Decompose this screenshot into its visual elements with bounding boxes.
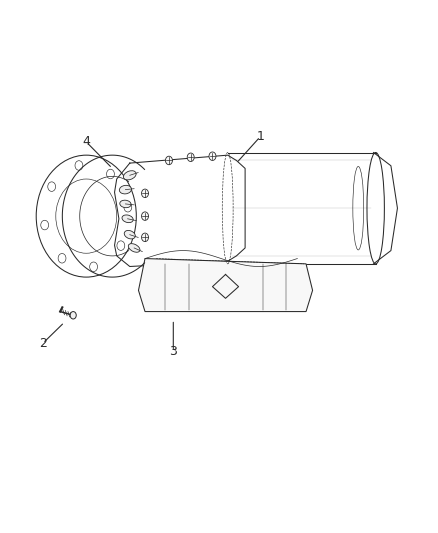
Text: 2: 2 [39, 337, 47, 350]
Circle shape [209, 152, 216, 160]
Text: 1: 1 [256, 130, 264, 143]
Text: 3: 3 [170, 345, 177, 358]
Ellipse shape [119, 185, 131, 194]
Circle shape [70, 312, 76, 319]
Circle shape [141, 212, 148, 220]
Circle shape [187, 153, 194, 161]
Circle shape [166, 156, 173, 165]
Ellipse shape [128, 244, 140, 252]
Circle shape [141, 189, 148, 198]
Ellipse shape [122, 215, 133, 223]
Ellipse shape [124, 230, 135, 239]
Ellipse shape [120, 200, 131, 208]
Circle shape [141, 233, 148, 241]
Text: 4: 4 [82, 135, 90, 148]
Ellipse shape [124, 171, 136, 180]
Polygon shape [138, 259, 313, 312]
